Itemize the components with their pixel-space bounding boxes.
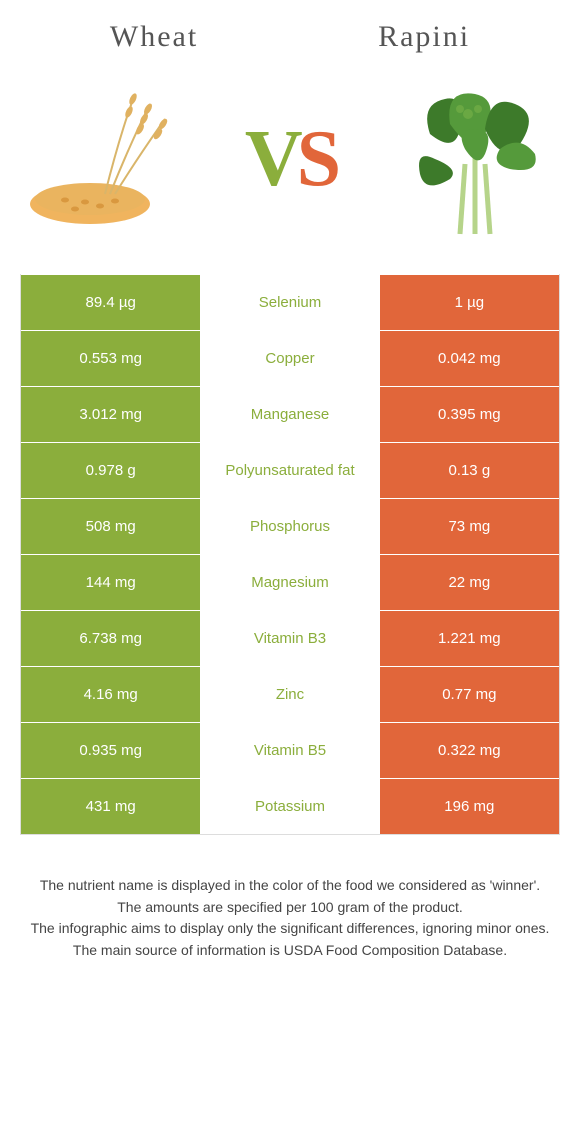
rapini-image bbox=[390, 74, 560, 244]
table-row: 431 mgPotassium196 mg bbox=[21, 778, 559, 834]
footer-line-3: The infographic aims to display only the… bbox=[30, 918, 550, 940]
nutrient-label: Zinc bbox=[200, 667, 379, 722]
right-value: 1.221 mg bbox=[380, 611, 559, 666]
right-value: 22 mg bbox=[380, 555, 559, 610]
left-value: 0.553 mg bbox=[21, 331, 200, 386]
infographic-container: Wheat Rapini bbox=[0, 0, 580, 982]
left-value: 4.16 mg bbox=[21, 667, 200, 722]
nutrient-label: Vitamin B5 bbox=[200, 723, 379, 778]
right-title: Rapini bbox=[378, 20, 470, 54]
right-value: 0.322 mg bbox=[380, 723, 559, 778]
right-value: 1 µg bbox=[380, 275, 559, 330]
left-value: 0.935 mg bbox=[21, 723, 200, 778]
table-row: 0.935 mgVitamin B50.322 mg bbox=[21, 722, 559, 778]
right-value: 196 mg bbox=[380, 779, 559, 834]
footer-notes: The nutrient name is displayed in the co… bbox=[0, 835, 580, 982]
table-row: 508 mgPhosphorus73 mg bbox=[21, 498, 559, 554]
vs-v: V bbox=[245, 115, 297, 203]
right-value: 0.042 mg bbox=[380, 331, 559, 386]
nutrient-label: Vitamin B3 bbox=[200, 611, 379, 666]
right-value: 0.77 mg bbox=[380, 667, 559, 722]
nutrient-label: Selenium bbox=[200, 275, 379, 330]
header-titles: Wheat Rapini bbox=[0, 0, 580, 64]
table-row: 144 mgMagnesium22 mg bbox=[21, 554, 559, 610]
nutrient-label: Manganese bbox=[200, 387, 379, 442]
table-row: 6.738 mgVitamin B31.221 mg bbox=[21, 610, 559, 666]
right-value: 73 mg bbox=[380, 499, 559, 554]
nutrient-table: 89.4 µgSelenium1 µg0.553 mgCopper0.042 m… bbox=[20, 274, 560, 835]
table-row: 0.553 mgCopper0.042 mg bbox=[21, 330, 559, 386]
footer-line-1: The nutrient name is displayed in the co… bbox=[30, 875, 550, 897]
left-value: 431 mg bbox=[21, 779, 200, 834]
images-row: VS bbox=[0, 64, 580, 274]
wheat-image bbox=[20, 74, 190, 244]
vs-label: VS bbox=[245, 114, 335, 205]
left-value: 3.012 mg bbox=[21, 387, 200, 442]
table-row: 3.012 mgManganese0.395 mg bbox=[21, 386, 559, 442]
left-title: Wheat bbox=[110, 20, 198, 54]
nutrient-label: Polyunsaturated fat bbox=[200, 443, 379, 498]
nutrient-label: Copper bbox=[200, 331, 379, 386]
vs-s: S bbox=[297, 115, 336, 203]
nutrient-label: Magnesium bbox=[200, 555, 379, 610]
right-value: 0.395 mg bbox=[380, 387, 559, 442]
left-value: 144 mg bbox=[21, 555, 200, 610]
table-row: 89.4 µgSelenium1 µg bbox=[21, 274, 559, 330]
nutrient-label: Phosphorus bbox=[200, 499, 379, 554]
table-row: 0.978 gPolyunsaturated fat0.13 g bbox=[21, 442, 559, 498]
nutrient-label: Potassium bbox=[200, 779, 379, 834]
left-value: 6.738 mg bbox=[21, 611, 200, 666]
footer-line-2: The amounts are specified per 100 gram o… bbox=[30, 897, 550, 919]
left-value: 89.4 µg bbox=[21, 275, 200, 330]
left-value: 0.978 g bbox=[21, 443, 200, 498]
table-row: 4.16 mgZinc0.77 mg bbox=[21, 666, 559, 722]
footer-line-4: The main source of information is USDA F… bbox=[30, 940, 550, 962]
left-value: 508 mg bbox=[21, 499, 200, 554]
right-value: 0.13 g bbox=[380, 443, 559, 498]
